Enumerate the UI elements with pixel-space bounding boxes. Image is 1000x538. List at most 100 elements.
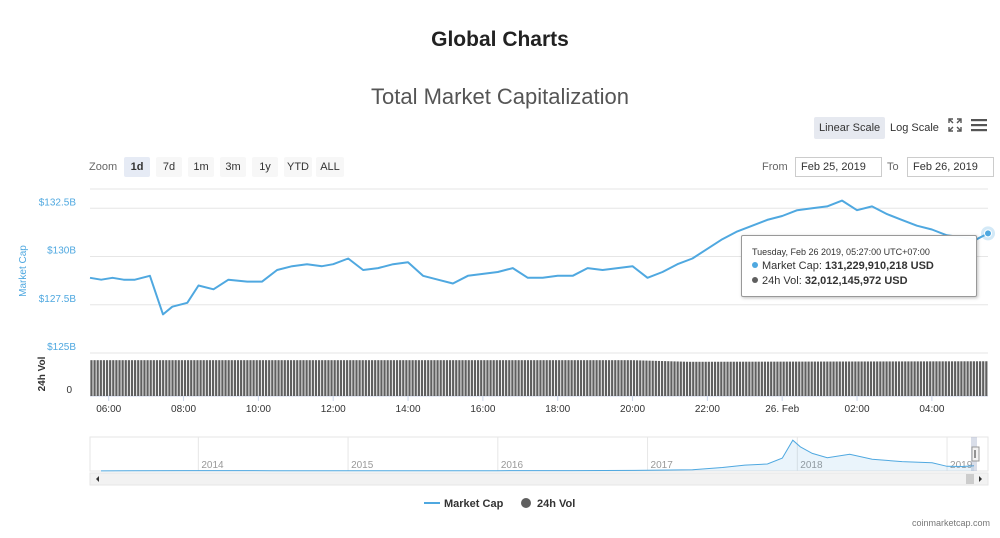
vol-bar <box>380 360 383 396</box>
vol-bar <box>604 360 608 396</box>
x-tick-label: 16:00 <box>470 404 495 415</box>
vol-bar <box>258 360 261 396</box>
vol-bar <box>673 361 676 396</box>
vol-bar <box>704 361 707 396</box>
vol-bar <box>511 360 514 396</box>
legend-market-cap[interactable]: Market Cap <box>424 498 503 510</box>
navigator-year-label: 2016 <box>501 460 524 471</box>
vol-bar <box>726 361 729 396</box>
vol-bar <box>246 360 249 396</box>
vol-bar <box>448 360 452 396</box>
tooltip-vol-label: 24h Vol: <box>762 275 802 287</box>
hamburger-menu-icon[interactable] <box>970 118 988 135</box>
legend-vol-label: 24h Vol <box>537 498 576 510</box>
vol-bar <box>261 360 265 396</box>
vol-bar <box>882 361 885 396</box>
vol-bar <box>586 360 589 396</box>
zoom-ytd-button[interactable]: YTD <box>284 157 312 177</box>
fullscreen-icon[interactable] <box>948 118 962 135</box>
vol-bar <box>408 360 411 396</box>
vol-bar <box>894 361 898 396</box>
to-label: To <box>887 161 899 173</box>
log-scale-button[interactable]: Log Scale <box>890 122 939 134</box>
vol-bar <box>386 360 389 396</box>
vol-bar <box>240 360 243 396</box>
scroll-left-arrow-icon <box>96 476 99 482</box>
vol-bar <box>626 360 629 396</box>
vol-bar <box>268 360 271 396</box>
x-tick-label: 04:00 <box>919 404 944 415</box>
vol-bar <box>271 360 274 396</box>
vol-bar <box>938 361 941 396</box>
to-date-input[interactable] <box>907 157 994 177</box>
vol-bar <box>907 361 910 396</box>
vol-bar <box>121 360 124 396</box>
scrollbar-track <box>89 472 989 486</box>
vol-bar <box>592 360 595 396</box>
vol-bar <box>654 360 657 396</box>
zoom-1y-button[interactable]: 1y <box>252 157 278 177</box>
vol-bar <box>498 360 502 396</box>
vol-bar <box>96 360 99 396</box>
vol-bar <box>162 360 165 396</box>
y-tick-label: $127.5B <box>39 294 77 305</box>
x-tick-label: 06:00 <box>96 404 121 415</box>
vol-bar <box>280 360 283 396</box>
vol-bar <box>929 361 932 396</box>
vol-bar <box>370 360 374 396</box>
tooltip: Tuesday, Feb 26 2019, 05:27:00 UTC+07:00… <box>741 235 977 297</box>
vol-bar <box>542 360 545 396</box>
vol-bar <box>589 360 592 396</box>
vol-bar <box>601 360 604 396</box>
axes: $125B $127.5B $130B $132.5B Market Cap 24h Vo… <box>18 197 945 415</box>
vol-bar <box>832 361 835 396</box>
zoom-7d-button[interactable]: 7d <box>156 157 182 177</box>
legend-24h-vol[interactable]: 24h Vol <box>521 498 575 510</box>
vol-bar <box>215 360 218 396</box>
tooltip-date: Tuesday, Feb 26 2019, 05:27:00 UTC+07:00 <box>752 247 930 257</box>
vol-bar <box>617 360 620 396</box>
vol-bar <box>982 361 985 396</box>
vol-bar <box>508 360 511 396</box>
vol-bar <box>361 360 364 396</box>
from-date-input[interactable] <box>795 157 882 177</box>
market-cap-line <box>89 199 989 316</box>
zoom-3m-button[interactable]: 3m <box>220 157 246 177</box>
vol-bar <box>171 360 174 396</box>
vol-bar <box>155 360 159 396</box>
vol-bar <box>941 361 944 396</box>
vol-bar <box>745 361 748 396</box>
vol-bar <box>455 360 458 396</box>
vol-bar <box>411 360 414 396</box>
vol-bar <box>826 361 829 396</box>
vol-bar <box>676 361 679 396</box>
vol-bar <box>795 361 798 396</box>
vol-bar <box>333 360 336 396</box>
vol-bar <box>576 360 579 396</box>
linear-scale-button[interactable]: Linear Scale <box>814 117 886 139</box>
zoom-all-button[interactable]: ALL <box>316 157 344 177</box>
vol-bar <box>196 360 199 396</box>
vol-bar <box>137 360 140 396</box>
vol-bar <box>788 361 792 396</box>
zoom-1d-button[interactable]: 1d <box>124 157 150 177</box>
vol-bar <box>810 361 813 396</box>
vol-bar <box>183 360 187 396</box>
vol-bar <box>670 361 673 396</box>
vol-bar <box>567 360 570 396</box>
vol-bar <box>523 360 526 396</box>
x-tick-label: 12:00 <box>321 404 346 415</box>
zoom-label: Zoom <box>89 161 118 173</box>
vol-bar <box>913 361 916 396</box>
vol-bar <box>286 360 289 396</box>
vol-bar <box>501 360 505 396</box>
vol-bar <box>776 361 779 396</box>
x-tick-label: 18:00 <box>545 404 570 415</box>
vol-bar <box>109 360 112 396</box>
zoom-1m-button[interactable]: 1m <box>188 157 214 177</box>
vol-bar <box>134 360 137 396</box>
vol-bar <box>308 360 311 396</box>
vol-bar <box>249 360 252 396</box>
vol-bar <box>317 360 321 396</box>
vol-bar <box>720 361 723 396</box>
